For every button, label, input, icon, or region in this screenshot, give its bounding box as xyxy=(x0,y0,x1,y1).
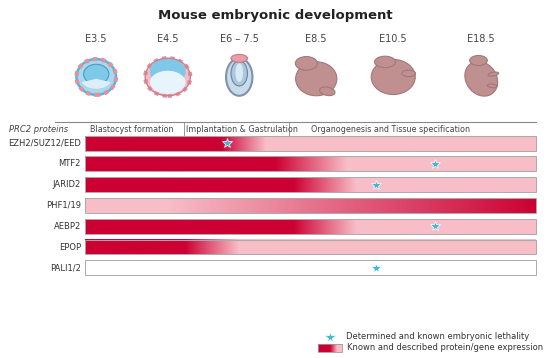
Text: JARID2: JARID2 xyxy=(53,180,81,189)
Text: E8.5: E8.5 xyxy=(305,34,327,44)
Ellipse shape xyxy=(487,84,497,88)
Text: Determined and known embryonic lethality: Determined and known embryonic lethality xyxy=(346,332,530,341)
Text: Known and described protein/gene expression: Known and described protein/gene express… xyxy=(347,343,543,353)
Ellipse shape xyxy=(296,62,337,96)
Ellipse shape xyxy=(226,58,252,96)
Wedge shape xyxy=(82,79,111,89)
Ellipse shape xyxy=(235,63,243,82)
Text: E3.5: E3.5 xyxy=(85,34,107,44)
Ellipse shape xyxy=(371,59,415,95)
Ellipse shape xyxy=(231,61,248,86)
Text: PALI1/2: PALI1/2 xyxy=(50,263,81,272)
Text: E4.5: E4.5 xyxy=(157,34,179,44)
Ellipse shape xyxy=(320,87,335,96)
Text: AEBP2: AEBP2 xyxy=(53,222,81,231)
Ellipse shape xyxy=(402,70,416,77)
Ellipse shape xyxy=(231,54,248,62)
Ellipse shape xyxy=(76,59,116,95)
Ellipse shape xyxy=(470,55,487,66)
Ellipse shape xyxy=(488,72,499,76)
Text: Blastocyst formation: Blastocyst formation xyxy=(90,125,174,134)
Ellipse shape xyxy=(84,64,109,84)
Ellipse shape xyxy=(295,57,317,70)
Text: PRC2 proteins: PRC2 proteins xyxy=(9,125,68,134)
Text: EPOP: EPOP xyxy=(59,242,81,252)
Bar xyxy=(85,219,536,234)
Text: Implantation & Gastrulation: Implantation & Gastrulation xyxy=(186,125,298,134)
Bar xyxy=(85,198,536,213)
Bar xyxy=(85,260,536,275)
Text: Mouse embryonic development: Mouse embryonic development xyxy=(158,9,392,22)
Text: EZH2/SUZ12/EED: EZH2/SUZ12/EED xyxy=(8,139,81,148)
Bar xyxy=(85,136,536,151)
Ellipse shape xyxy=(145,58,190,96)
Text: E18.5: E18.5 xyxy=(468,34,495,44)
Ellipse shape xyxy=(465,61,498,96)
Text: MTF2: MTF2 xyxy=(58,159,81,169)
Bar xyxy=(85,177,536,192)
Bar xyxy=(85,240,536,255)
Text: PHF1/19: PHF1/19 xyxy=(46,201,81,210)
Text: E6 – 7.5: E6 – 7.5 xyxy=(220,34,258,44)
Ellipse shape xyxy=(150,71,186,94)
Text: Organogenesis and Tissue specification: Organogenesis and Tissue specification xyxy=(311,125,470,134)
Bar xyxy=(318,344,342,352)
Bar xyxy=(85,156,536,171)
Text: E10.5: E10.5 xyxy=(379,34,407,44)
Ellipse shape xyxy=(150,58,186,85)
Ellipse shape xyxy=(375,56,395,68)
